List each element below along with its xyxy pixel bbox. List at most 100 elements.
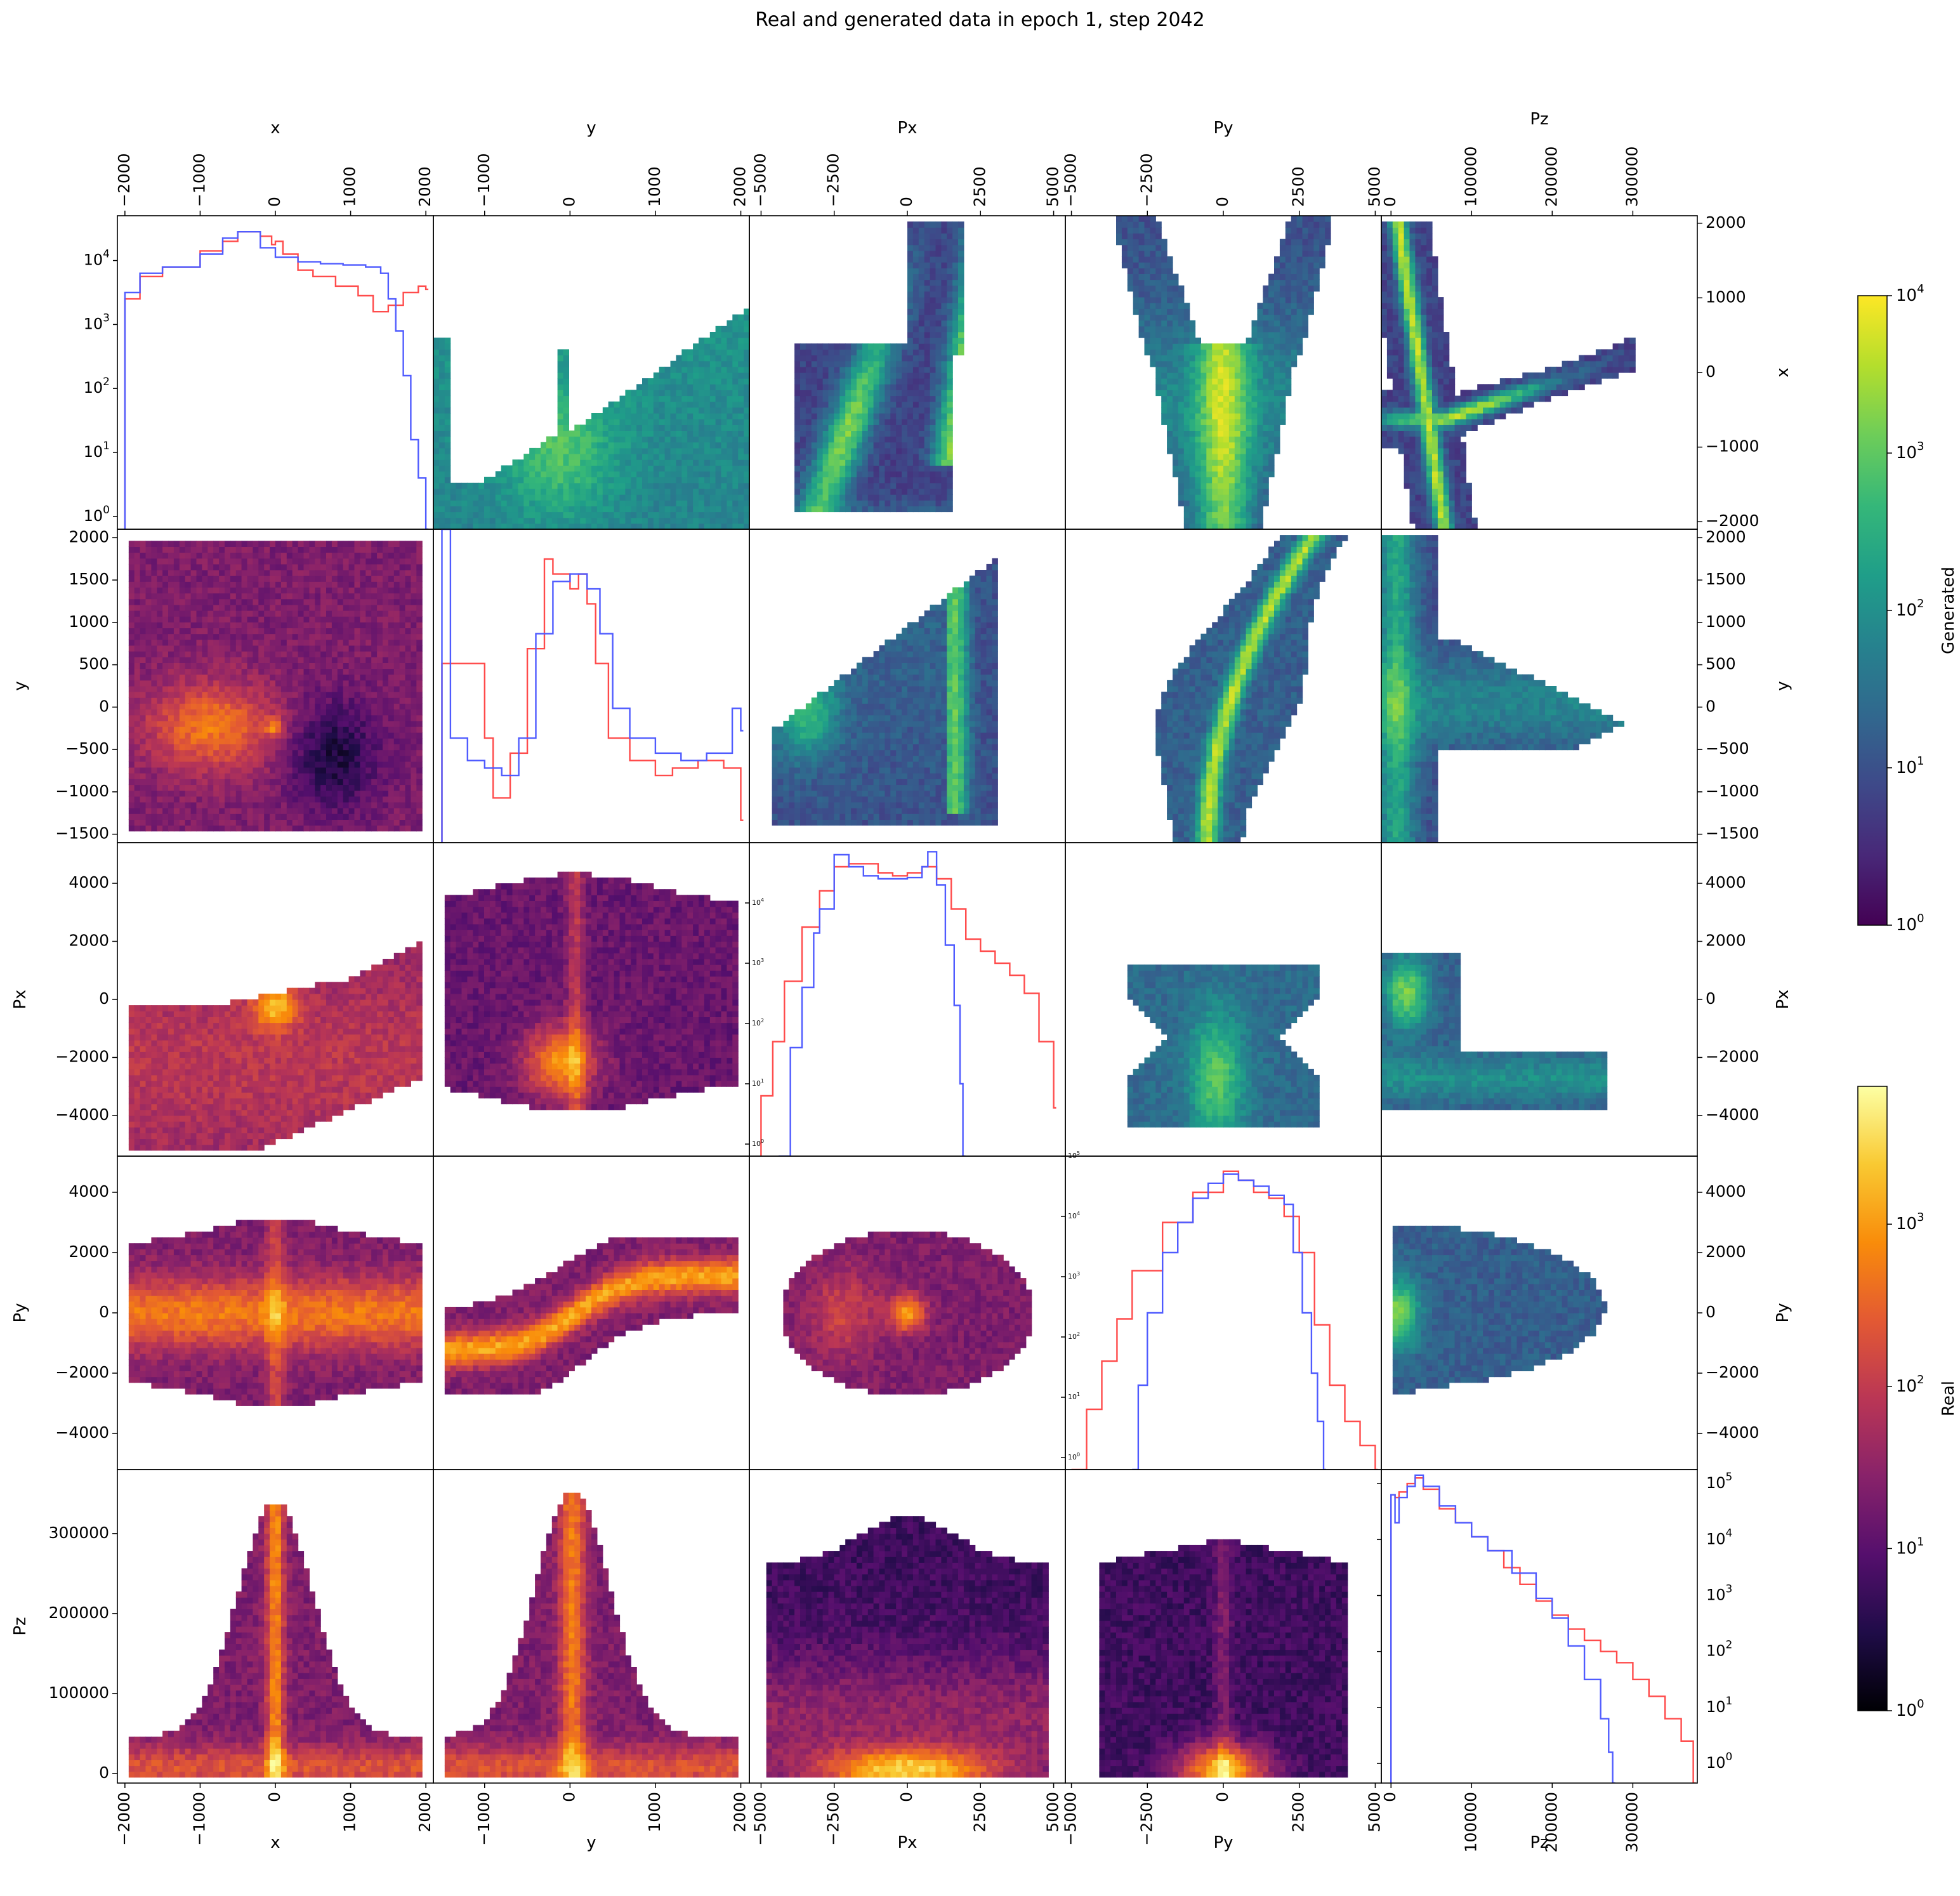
hist2d-bin <box>580 500 586 506</box>
hist2d-bin <box>930 494 937 501</box>
hist2d-bin <box>918 378 925 385</box>
hist2d-bin <box>664 459 671 466</box>
hist2d-bin <box>862 465 869 472</box>
hist2d-bin <box>1415 326 1421 332</box>
hist2d-bin <box>1257 407 1263 414</box>
hist2d-bin <box>1415 390 1421 397</box>
hist2d-bin <box>134 703 141 710</box>
hist2d-bin <box>676 465 682 472</box>
hist2d-bin <box>1263 419 1269 425</box>
hist2d-bin <box>1173 372 1179 379</box>
hist2d-bin <box>1240 465 1247 472</box>
hist2d-bin <box>563 390 569 397</box>
hist2d-bin <box>202 697 208 704</box>
hist2d-bin <box>947 506 953 513</box>
hist2d-bin <box>506 506 513 513</box>
hist2d-bin <box>659 390 666 397</box>
hist2d-bin <box>930 349 937 356</box>
hist2d-bin <box>179 692 186 698</box>
hist2d-bin <box>1562 384 1569 390</box>
hist2d-bin <box>879 360 885 367</box>
hist2d-bin <box>1183 489 1190 495</box>
hist2d-bin <box>1189 338 1196 344</box>
hist2d-bin <box>1296 273 1303 280</box>
hist2d-bin <box>145 802 152 808</box>
hist2d-bin <box>687 436 694 443</box>
hist2d-bin <box>185 727 192 733</box>
hist2d-bin <box>145 622 152 629</box>
hist2d-bin <box>1240 454 1247 460</box>
hist2d-bin <box>907 268 914 274</box>
hist2d-bin <box>1471 523 1478 529</box>
hist2d-bin <box>219 813 225 820</box>
hist2d-bin <box>1404 239 1411 246</box>
hist2d-bin <box>834 390 840 397</box>
hist2d-bin <box>196 784 202 791</box>
hist2d-bin <box>1421 268 1427 274</box>
hist2d-bin <box>1550 378 1557 385</box>
hist2d-bin <box>1251 523 1258 529</box>
hist2d-bin <box>704 471 711 478</box>
hist2d-bin <box>1263 297 1269 303</box>
hist2d-bin <box>941 407 947 414</box>
hist2d-bin <box>873 372 880 379</box>
hist2d-bin <box>168 546 174 553</box>
hist2d-bin <box>642 419 648 425</box>
hist2d-bin <box>1155 233 1162 240</box>
hist2d-bin <box>1285 285 1292 292</box>
hist2d-bin <box>907 221 914 228</box>
hist2d-bin <box>173 604 180 611</box>
hist2d-bin <box>134 755 141 762</box>
hist2d-bin <box>1437 436 1444 443</box>
hist2d-bin <box>551 436 558 443</box>
hist2d-bin <box>1302 262 1308 268</box>
hist2d-bin <box>693 430 699 437</box>
hist2d-bin <box>202 779 208 786</box>
hist2d-bin <box>822 343 829 350</box>
hist2d-bin <box>145 808 152 814</box>
hist2d-bin <box>1279 314 1286 321</box>
hist2d-bin <box>1206 494 1213 501</box>
hist2d-bin <box>602 471 609 478</box>
hist2d-bin <box>151 755 157 762</box>
hist2d-bin <box>659 482 666 489</box>
hist2d-bin <box>1251 372 1258 379</box>
hist2d-bin <box>659 517 666 524</box>
hist2d-bin <box>1409 407 1416 414</box>
hist2d-bin <box>1449 430 1456 437</box>
hist2d-bin <box>1601 366 1608 373</box>
hist2d-bin <box>642 413 648 419</box>
hist2d-bin <box>1432 395 1438 402</box>
hist2d-bin <box>1274 291 1280 298</box>
hist2d-bin <box>541 511 547 518</box>
hist2d-bin <box>952 239 959 246</box>
hist2d-bin <box>190 570 197 576</box>
hist2d-bin <box>190 749 197 756</box>
hist2d-bin <box>1257 308 1263 315</box>
hist2d-bin <box>918 279 925 286</box>
hist2d-bin <box>157 767 163 774</box>
hist2d-bin <box>817 447 824 454</box>
hist2d-bin <box>1415 338 1421 344</box>
hist2d-bin <box>151 749 157 756</box>
hist2d-bin <box>580 506 586 513</box>
hist2d-bin <box>213 732 220 739</box>
hist2d-bin <box>699 511 705 518</box>
hist2d-bin <box>704 355 711 362</box>
hist2d-bin <box>1279 372 1286 379</box>
hist2d-bin <box>732 511 739 518</box>
hist2d-bin <box>1296 343 1303 350</box>
hist2d-bin <box>805 395 812 402</box>
hist2d-bin <box>642 378 648 385</box>
hist2d-bin <box>930 326 937 332</box>
hist2d-bin <box>586 442 592 449</box>
hist2d-bin <box>557 465 564 472</box>
hist2d-bin <box>738 413 744 419</box>
hist2d-bin <box>128 668 135 675</box>
hist2d-bin <box>732 471 739 478</box>
hist2d-bin <box>1257 413 1263 419</box>
hist2d-bin <box>551 459 558 466</box>
hist2d-bin <box>168 541 174 547</box>
hist2d-bin <box>1325 227 1331 234</box>
hist2d-bin <box>128 657 135 663</box>
